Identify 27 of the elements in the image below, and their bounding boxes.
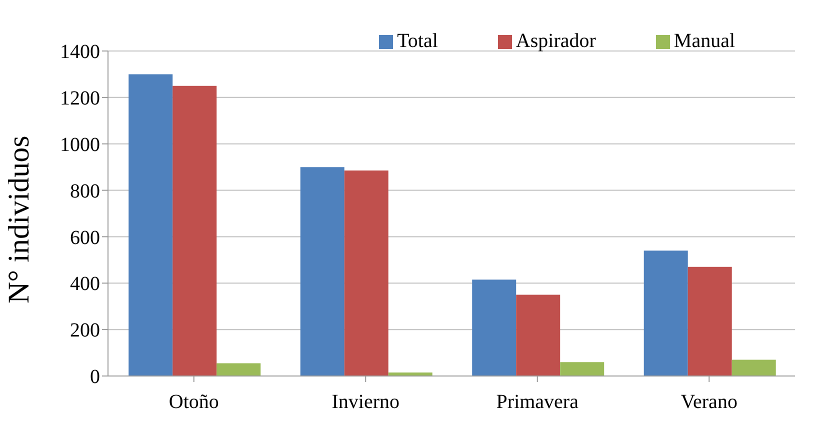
y-tick-label: 400 bbox=[70, 273, 100, 296]
bar bbox=[300, 167, 344, 376]
x-tick-label: Otoño bbox=[168, 391, 219, 414]
bar bbox=[688, 266, 732, 376]
bar bbox=[732, 360, 776, 376]
bar bbox=[472, 280, 516, 376]
bar bbox=[216, 363, 261, 376]
bar bbox=[560, 362, 604, 376]
bar bbox=[344, 170, 388, 376]
x-tick-label: Verano bbox=[680, 391, 738, 414]
legend-label: Aspirador bbox=[516, 30, 596, 52]
x-tick-label: Primavera bbox=[496, 391, 579, 414]
legend-label: Manual bbox=[674, 30, 735, 52]
y-tick-label: 200 bbox=[70, 320, 100, 342]
y-tick-label: 1200 bbox=[60, 88, 100, 110]
y-tick-label: 800 bbox=[70, 180, 100, 202]
legend-label: Total bbox=[397, 30, 438, 52]
bar bbox=[516, 294, 560, 376]
y-tick-label: 1000 bbox=[60, 134, 100, 156]
y-tick-label: 1400 bbox=[60, 41, 100, 64]
bar bbox=[128, 74, 173, 376]
y-axis-title: N° individuos bbox=[2, 136, 36, 304]
x-tick-label: Invierno bbox=[332, 391, 400, 414]
bar bbox=[644, 250, 688, 376]
y-tick-label: 600 bbox=[70, 226, 100, 249]
bar bbox=[172, 86, 217, 376]
y-tick-label: 0 bbox=[90, 366, 100, 388]
